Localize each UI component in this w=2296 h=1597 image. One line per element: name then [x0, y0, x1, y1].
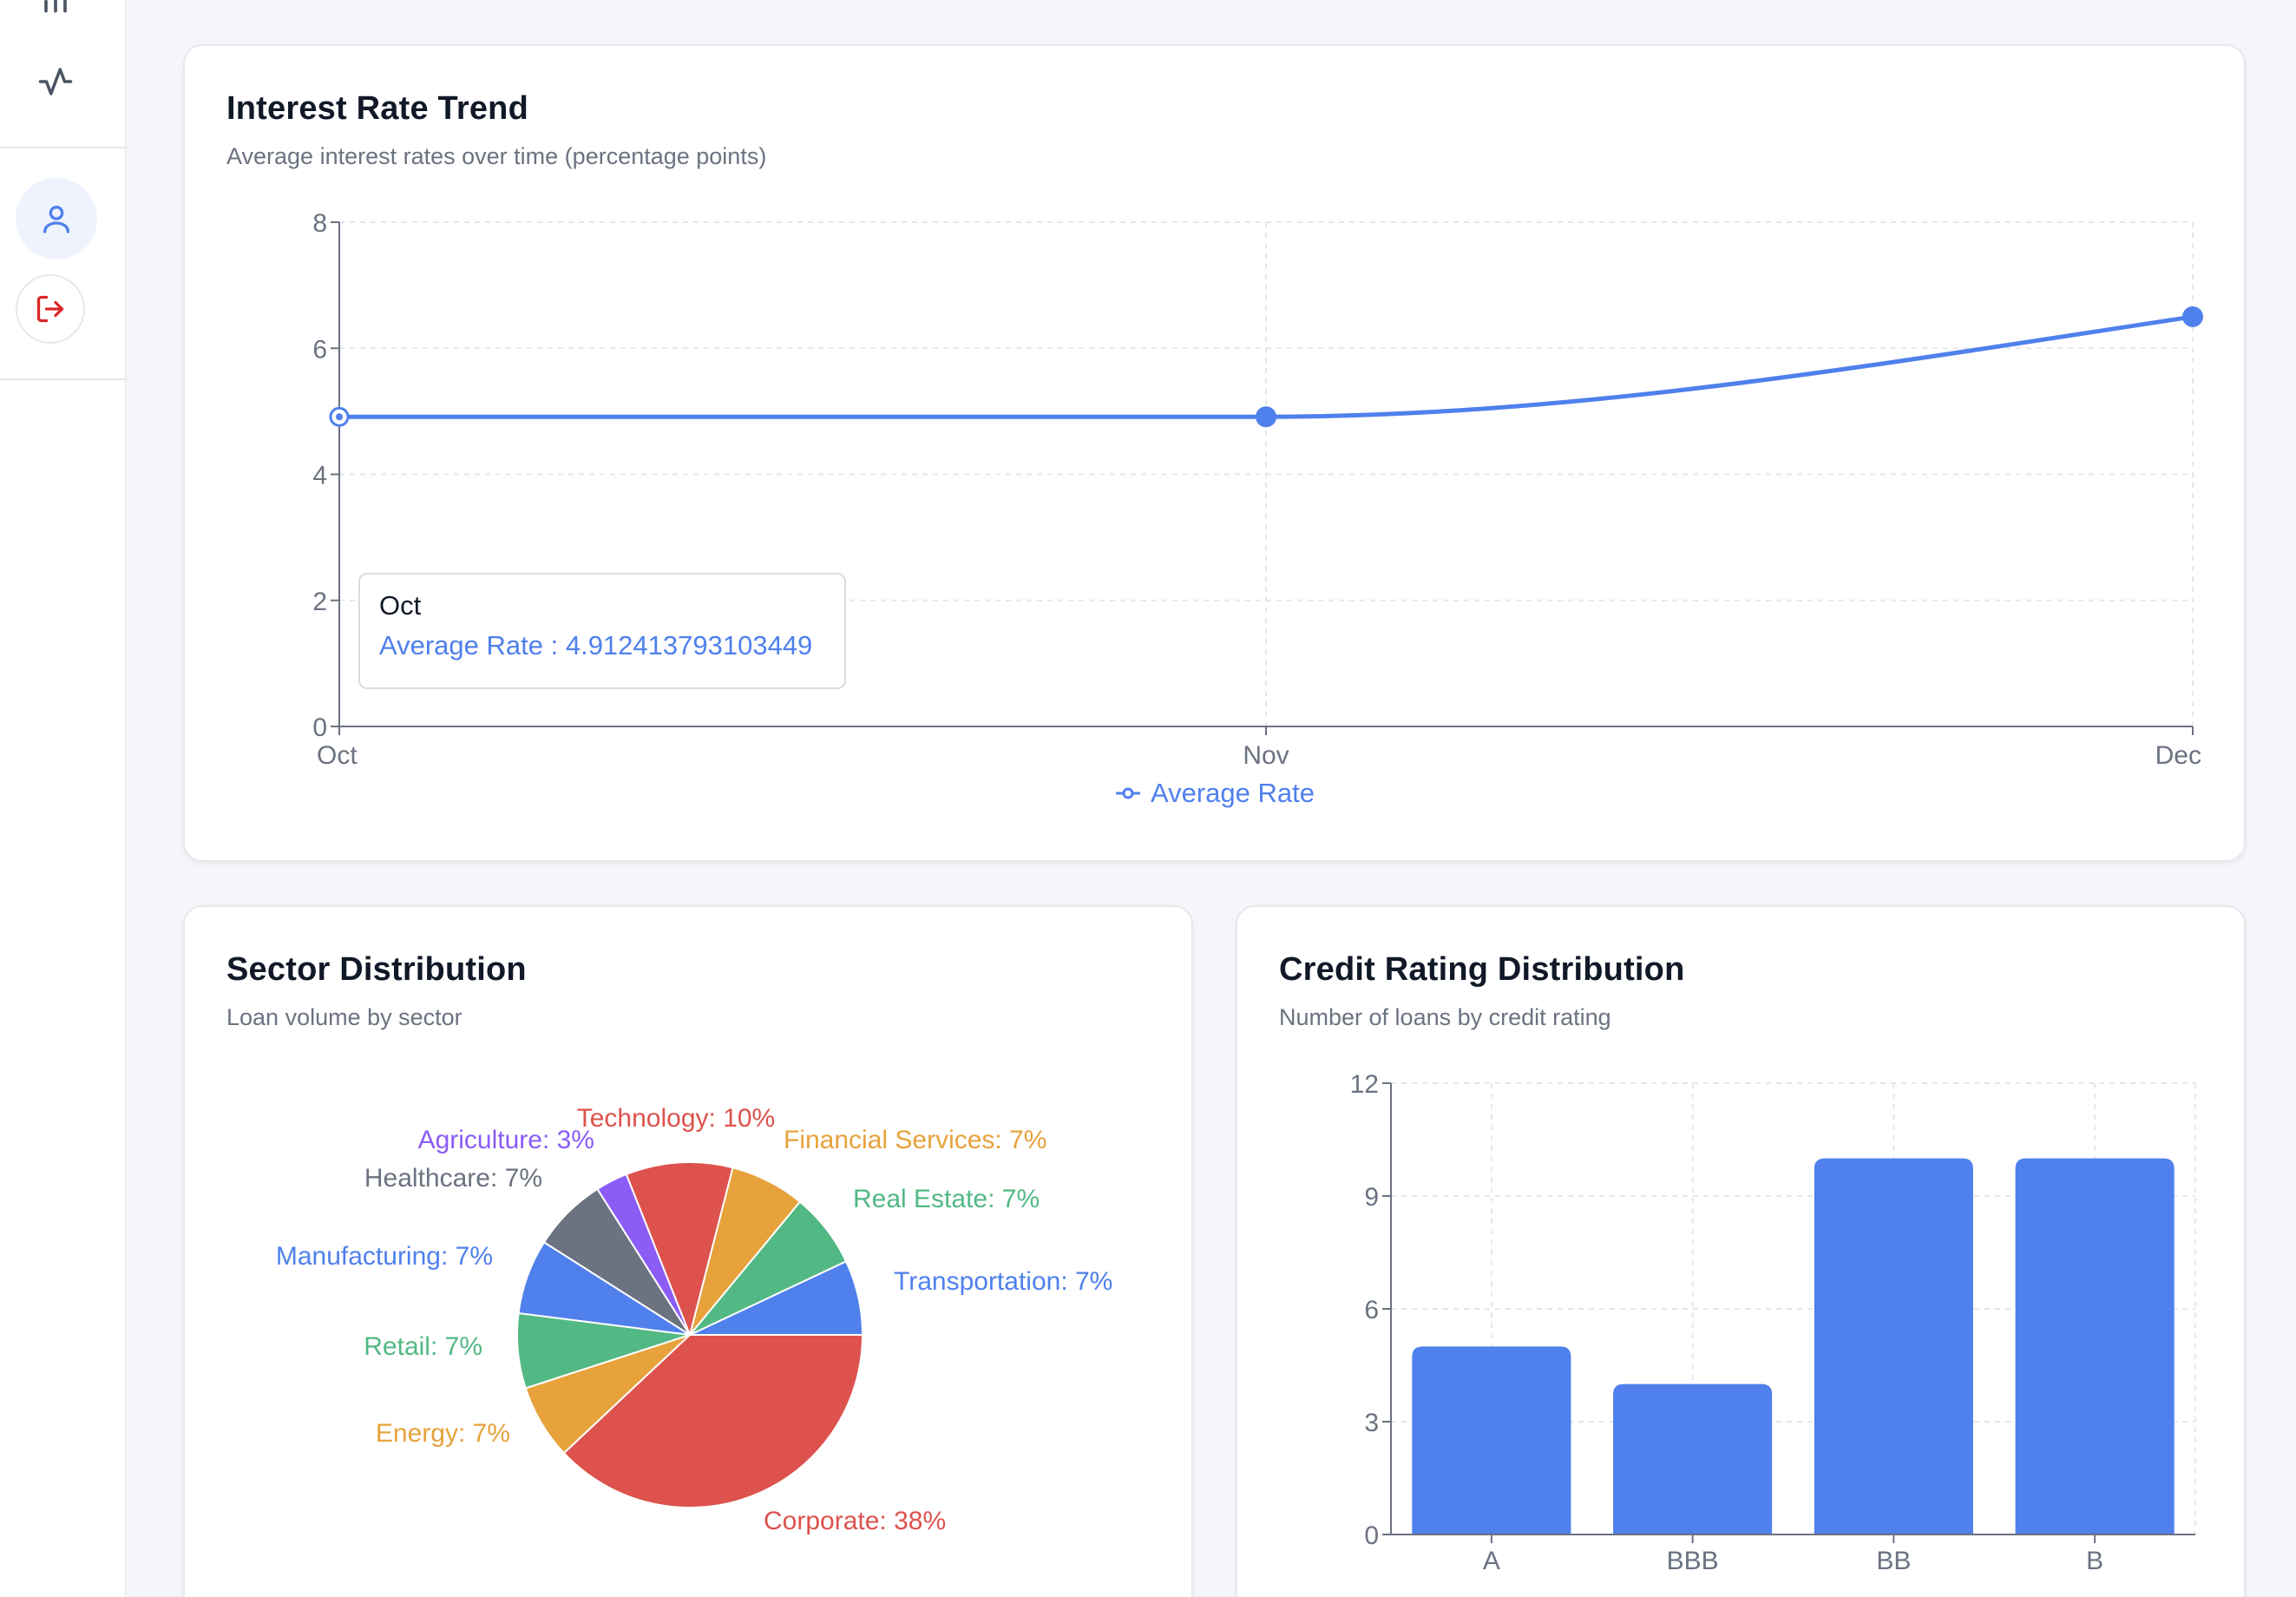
- pie-slice-label: Energy: 7%: [376, 1419, 510, 1448]
- chart-tooltip: Oct Average Rate : 4.912413793103449: [358, 573, 846, 689]
- activity-icon[interactable]: [31, 57, 80, 106]
- pie-slice-label: Transportation: 7%: [894, 1267, 1112, 1296]
- tooltip-value: Average Rate : 4.912413793103449: [379, 630, 813, 660]
- interest-rate-trend-card: Interest Rate Trend Average interest rat…: [183, 44, 2246, 862]
- y-tick-label: 4: [312, 462, 327, 490]
- data-point: [1256, 406, 1276, 428]
- user-icon: [43, 206, 70, 233]
- pie-slice-label: Technology: 10%: [577, 1104, 776, 1133]
- legend-line-marker-icon: [1116, 787, 1140, 799]
- y-tick-label: 2: [312, 588, 327, 616]
- y-tick-label: 0: [312, 713, 327, 742]
- pie-slice-label: Manufacturing: 7%: [276, 1242, 493, 1271]
- card-title: Sector Distribution: [226, 951, 527, 988]
- pie-slice-label: Retail: 7%: [364, 1332, 482, 1361]
- interest-rate-line-chart[interactable]: 0 2 4 6 8 Oct Nov Dec: [185, 46, 2246, 862]
- y-tick-label: 0: [1364, 1521, 1379, 1550]
- logout-button[interactable]: [16, 274, 85, 344]
- card-subtitle: Loan volume by sector: [226, 1004, 462, 1030]
- pie-slice-label: Healthcare: 7%: [364, 1164, 542, 1193]
- tooltip-label: Oct: [379, 590, 422, 621]
- user-profile-button[interactable]: [16, 178, 97, 260]
- sidebar: [0, 0, 126, 1597]
- y-tick-label: 6: [1364, 1296, 1379, 1324]
- sector-distribution-card: Sector Distribution Loan volume by secto…: [183, 905, 1193, 1597]
- sidebar-divider: [0, 147, 126, 148]
- y-tick-label: 9: [1364, 1183, 1379, 1212]
- data-point-active-center: [336, 413, 343, 421]
- x-tick-label: Oct: [317, 741, 358, 770]
- pie-slice-label: Corporate: 38%: [764, 1507, 946, 1535]
- bar: [1814, 1158, 1973, 1535]
- logout-icon: [36, 295, 64, 323]
- x-tick-label: A: [1483, 1547, 1500, 1575]
- x-tick-label: Dec: [2155, 741, 2201, 770]
- pie-slice-label: Agriculture: 3%: [418, 1126, 594, 1154]
- y-tick-label: 12: [1350, 1070, 1379, 1099]
- pie-slice: [625, 1161, 734, 1338]
- y-tick-label: 8: [312, 209, 327, 238]
- credit-rating-distribution-card: Credit Rating Distribution Number of loa…: [1236, 905, 2246, 1597]
- bar-chart-icon[interactable]: [31, 0, 80, 23]
- card-subtitle: Number of loans by credit rating: [1279, 1004, 1611, 1030]
- x-tick-label: Nov: [1243, 741, 1289, 770]
- y-tick-label: 6: [312, 335, 327, 364]
- bar: [2015, 1158, 2175, 1535]
- bar: [1613, 1383, 1773, 1535]
- pie-slice: [562, 1334, 864, 1508]
- pie-slice-label: Real Estate: 7%: [853, 1185, 1040, 1213]
- data-point: [2182, 306, 2203, 327]
- y-tick-label: 3: [1364, 1409, 1379, 1437]
- bar: [1412, 1346, 1571, 1535]
- card-title: Interest Rate Trend: [226, 90, 529, 127]
- pie-slice-label: Financial Services: 7%: [784, 1126, 1046, 1154]
- chart-legend[interactable]: Average Rate: [185, 778, 2244, 809]
- card-title: Credit Rating Distribution: [1279, 951, 1685, 988]
- card-subtitle: Average interest rates over time (percen…: [226, 143, 767, 169]
- sector-pie-chart[interactable]: Transportation: 7% Real Estate: 7% Financi…: [185, 907, 1193, 1597]
- x-tick-label: BBB: [1667, 1547, 1719, 1575]
- x-tick-label: B: [2086, 1547, 2103, 1575]
- legend-label: Average Rate: [1151, 778, 1315, 808]
- x-tick-label: BB: [1876, 1547, 1911, 1575]
- sidebar-divider: [0, 378, 126, 380]
